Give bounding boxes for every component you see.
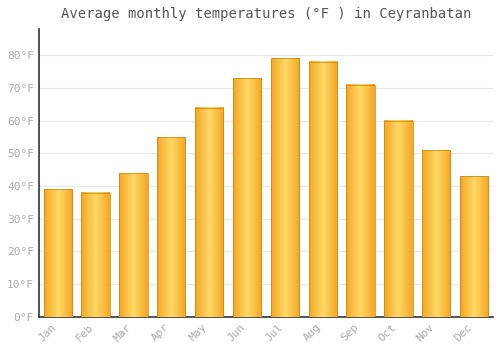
- Bar: [384, 121, 412, 317]
- Bar: [119, 173, 148, 317]
- Bar: [157, 137, 186, 317]
- Bar: [346, 85, 375, 317]
- Bar: [44, 189, 72, 317]
- Bar: [270, 58, 299, 317]
- Bar: [460, 176, 488, 317]
- Bar: [422, 150, 450, 317]
- Title: Average monthly temperatures (°F ) in Ceyranbatan: Average monthly temperatures (°F ) in Ce…: [60, 7, 471, 21]
- Bar: [308, 62, 337, 317]
- Bar: [233, 78, 261, 317]
- Bar: [195, 107, 224, 317]
- Bar: [82, 193, 110, 317]
